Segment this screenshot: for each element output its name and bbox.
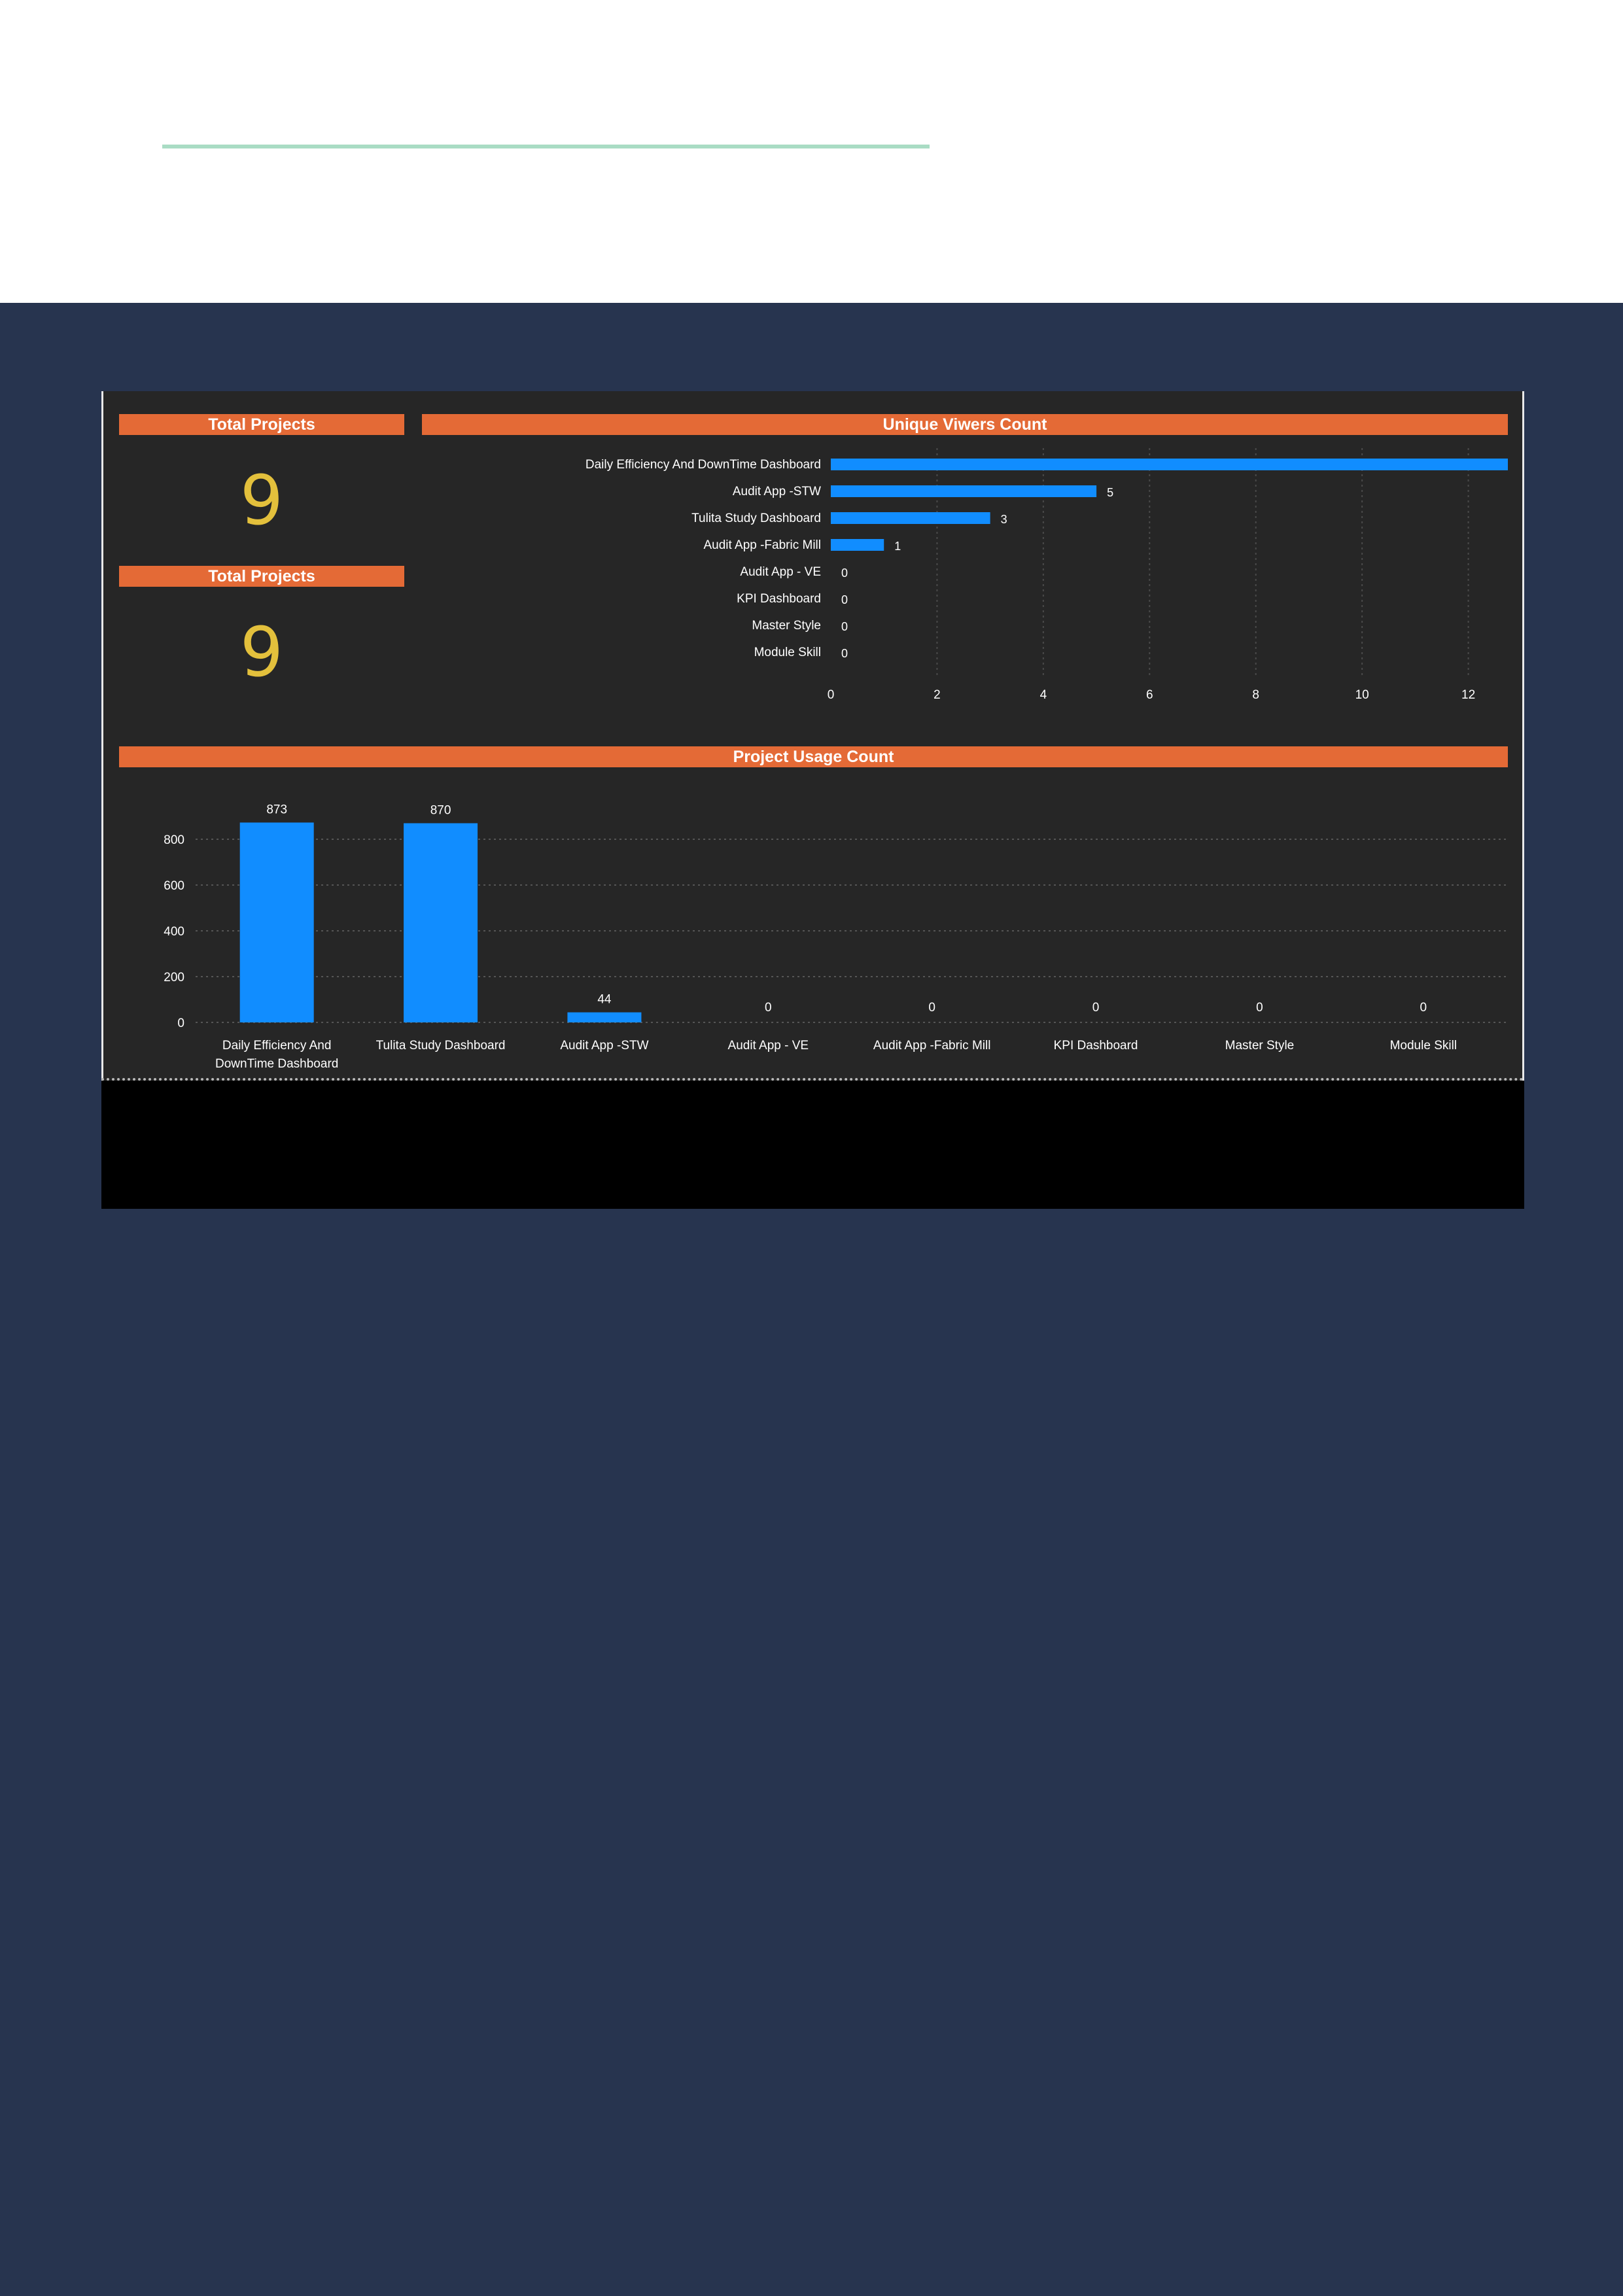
kpi-card-1-value: 9 <box>239 461 284 540</box>
report-screenshot: Total Projects 9 Total Projects 9 Unique… <box>101 391 1598 1209</box>
x-category-label: Audit App -STW <box>560 1039 648 1052</box>
y-category-label: Audit App -STW <box>733 485 821 498</box>
x-tick-label-12: 12 <box>1461 688 1475 702</box>
y-tick-label-200: 200 <box>164 971 184 984</box>
project-usage-panel[interactable]: 0 200 400 600 800 873 Daily Efficiency And Down… <box>119 767 1508 1075</box>
y-category-label: Audit App - VE <box>740 565 821 579</box>
project-usage-header: Project Usage Count <box>119 746 1508 767</box>
x-tick-label-4: 4 <box>1040 688 1047 702</box>
kpi-card-2[interactable]: 9 <box>119 587 404 718</box>
x-category-label: Module Skill <box>1390 1039 1457 1052</box>
unique-viewers-title: Unique Viwers Count <box>882 415 1047 434</box>
unique-viewers-chart[interactable]: 02468101214Daily Efficiency And DownTime… <box>422 435 1598 718</box>
y-tick-label-800: 800 <box>164 833 184 847</box>
x-category-label: Daily Efficiency And <box>222 1039 332 1052</box>
usage-bar <box>404 823 478 1022</box>
x-category-label: KPI Dashboard <box>1054 1039 1138 1052</box>
usage-bar <box>239 822 314 1022</box>
kpi-card-1-header: Total Projects <box>119 414 404 435</box>
viewers-bar <box>831 459 1575 470</box>
x-tick-label-8: 8 <box>1252 688 1259 702</box>
x-tick-label-6: 6 <box>1146 688 1153 702</box>
x-category-label: DownTime Dashboard <box>215 1057 338 1071</box>
x-category-label: Audit App - VE <box>728 1039 809 1052</box>
usage-data-label: 0 <box>1420 1001 1427 1015</box>
x-category-label: Audit App -Fabric Mill <box>873 1039 991 1052</box>
y-tick-label-600: 600 <box>164 879 184 893</box>
project-usage-title: Project Usage Count <box>733 748 894 766</box>
viewers-bar <box>831 539 884 551</box>
y-category-label: Audit App -Fabric Mill <box>703 538 821 552</box>
unique-viewers-panel[interactable]: 02468101214Daily Efficiency And DownTime… <box>422 435 1598 718</box>
viewers-data-label: 0 <box>841 593 848 606</box>
viewers-data-label: 5 <box>1107 486 1113 499</box>
usage-data-label: 0 <box>1256 1001 1263 1015</box>
kpi-card-2-title: Total Projects <box>208 567 315 585</box>
screenshot-right-border <box>1522 391 1524 1209</box>
usage-data-label: 0 <box>765 1001 772 1015</box>
viewers-data-label: 0 <box>841 620 848 633</box>
usage-data-label: 870 <box>430 804 451 818</box>
y-category-label: Tulita Study Dashboard <box>691 512 821 525</box>
usage-data-label: 0 <box>928 1001 935 1015</box>
header-divider-line <box>162 145 930 148</box>
y-category-label: KPI Dashboard <box>737 592 821 606</box>
y-tick-label-0: 0 <box>177 1017 184 1030</box>
canvas-dotted-edge <box>101 1078 1524 1081</box>
kpi-card-1-title: Total Projects <box>208 415 315 434</box>
x-category-label: Master Style <box>1225 1039 1295 1052</box>
page-header-band <box>0 0 1623 303</box>
y-tick-label-400: 400 <box>164 925 184 939</box>
x-category-label: Tulita Study Dashboard <box>376 1039 506 1052</box>
screenshot-left-border <box>101 391 103 1209</box>
empty-canvas-area <box>101 1081 1524 1209</box>
kpi-card-2-value: 9 <box>239 612 284 692</box>
usage-bar <box>567 1012 642 1022</box>
usage-data-label: 44 <box>597 993 612 1007</box>
viewers-data-label: 3 <box>1001 513 1007 526</box>
viewers-data-label: 0 <box>841 647 848 660</box>
viewers-bar <box>831 512 990 524</box>
viewers-data-label: 1 <box>894 540 901 553</box>
kpi-card-2-header: Total Projects <box>119 566 404 587</box>
x-tick-label-10: 10 <box>1355 688 1369 702</box>
usage-data-label: 0 <box>1092 1001 1100 1015</box>
y-category-label: Module Skill <box>754 646 821 659</box>
usage-data-label: 873 <box>266 803 287 816</box>
viewers-data-label: 0 <box>841 566 848 580</box>
kpi-card-1[interactable]: 9 <box>119 435 404 566</box>
project-usage-chart[interactable]: 0 200 400 600 800 873 Daily Efficiency And Down… <box>119 767 1508 1075</box>
unique-viewers-header: Unique Viwers Count <box>422 414 1508 435</box>
x-tick-label-2: 2 <box>934 688 941 702</box>
y-category-label: Master Style <box>752 619 821 633</box>
x-tick-label-0: 0 <box>828 688 835 702</box>
viewers-bar <box>831 485 1097 497</box>
y-category-label: Daily Efficiency And DownTime Dashboard <box>585 458 821 472</box>
